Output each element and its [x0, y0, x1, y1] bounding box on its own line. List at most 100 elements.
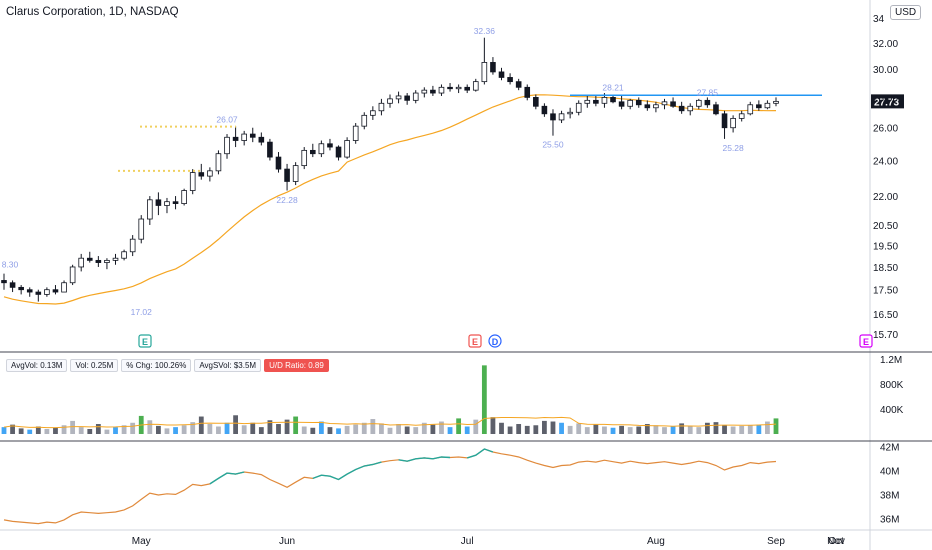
candle-body: [155, 199, 162, 206]
candle-body: [678, 105, 685, 112]
candle-body: [533, 97, 539, 107]
volume-bar: [164, 428, 170, 434]
price-label: 28.21: [602, 82, 624, 92]
candle-body: [335, 146, 342, 158]
time-tick-label: May: [132, 536, 151, 547]
candle-body: [198, 172, 205, 177]
volume-bar: [173, 427, 178, 434]
volume-bar: [627, 427, 633, 434]
volume-bar: [542, 420, 547, 434]
volume-bar: [447, 427, 453, 434]
volume-bar: [224, 422, 230, 434]
volume-bar: [396, 424, 401, 434]
volume-bar: [696, 427, 702, 434]
candle-body: [524, 86, 531, 98]
volume-bar: [507, 426, 513, 434]
rs-tick-label: 36M: [880, 514, 899, 525]
volume-bar: [301, 426, 307, 434]
candle-body: [275, 156, 282, 170]
volume-bar: [704, 422, 710, 434]
candle-body: [558, 113, 565, 121]
price-tick-label: 22.00: [873, 192, 898, 203]
volume-bar: [756, 424, 762, 434]
candle-body: [430, 89, 436, 94]
currency-badge[interactable]: USD: [890, 5, 922, 20]
time-tick-label: Oct: [828, 536, 844, 547]
price-tick-label: 15.70: [873, 330, 898, 341]
volume-bar: [121, 425, 127, 434]
candle-body: [601, 97, 608, 104]
volume-bar: [78, 427, 84, 434]
candle-body: [713, 104, 719, 115]
price-tick-label: 28.00: [873, 93, 898, 104]
price-tick-label: 34: [873, 14, 885, 25]
candle-body: [498, 71, 505, 78]
volume-bar: [18, 428, 24, 434]
volume-bar: [70, 420, 76, 434]
volume-bar: [35, 426, 41, 434]
marker-label: E: [863, 337, 869, 347]
candle-body: [773, 100, 779, 104]
candle-body: [215, 153, 222, 172]
candle-body: [129, 238, 136, 253]
volume-bar: [276, 424, 281, 434]
price-label: 25.28: [722, 143, 744, 153]
price-tick-label: 18.50: [873, 263, 898, 274]
candle-body: [687, 105, 694, 112]
volume-bar: [53, 427, 58, 434]
volume-bar: [730, 426, 736, 434]
candle-body: [327, 143, 333, 148]
candle-body: [696, 99, 702, 107]
rs-highlight-segment: [398, 456, 451, 462]
rs-highlight-segment: [466, 448, 494, 459]
price-tick-label: 32.00: [873, 39, 898, 50]
volume-bar: [87, 429, 93, 434]
candle-body: [258, 136, 265, 143]
candle-body: [756, 104, 762, 109]
marker-label: D: [492, 337, 499, 347]
volume-bar: [267, 420, 273, 434]
candle-body: [490, 62, 496, 73]
candle-body: [644, 104, 651, 109]
volume-bar: [293, 416, 299, 434]
volume-bar: [233, 415, 238, 434]
candle-body: [472, 81, 479, 91]
candle-body: [515, 81, 522, 88]
candle-body: [138, 218, 145, 240]
rs-highlight-segment: [312, 461, 382, 481]
volume-bar: [44, 429, 50, 434]
candle-body: [224, 136, 230, 155]
volume-tick-label: 800K: [880, 380, 904, 391]
candle-body: [164, 201, 170, 206]
candle-body: [584, 99, 591, 104]
volume-bar: [216, 426, 221, 434]
volume-bar: [310, 427, 316, 434]
price-tick-label: 26.00: [873, 124, 898, 135]
volume-bar: [559, 422, 564, 434]
candle-body: [567, 111, 573, 115]
axes-layer: 15.70 16.50 17.50 18.50 19.50 20.50 22.00 24.00…: [132, 14, 899, 547]
candle-body: [447, 86, 453, 90]
candle-body: [35, 291, 42, 295]
candle-body: [86, 257, 93, 261]
candle-body: [361, 114, 368, 127]
volume-bar: [576, 423, 582, 434]
volume-bar: [181, 425, 187, 434]
candle-body: [541, 105, 548, 115]
candle-body: [78, 257, 85, 268]
volume-bar: [456, 418, 462, 434]
earnings-marker: [138, 334, 152, 348]
price-tick-label: 17.50: [873, 286, 898, 297]
time-tick-label: Nov: [827, 536, 845, 547]
candle-body: [575, 102, 582, 113]
candle-body: [635, 99, 642, 106]
candle-body: [627, 99, 633, 107]
last-price-badge: [871, 94, 904, 109]
candle-body: [395, 95, 402, 100]
volume-bar: [636, 426, 642, 434]
price-label: 27.85: [697, 88, 719, 98]
volume-bar: [336, 428, 341, 434]
annotations-layer: 8.30 17.02 26.07 22.28 32.36 25.50 28.21 27.85 2…: [2, 26, 904, 348]
candle-body: [61, 282, 67, 293]
